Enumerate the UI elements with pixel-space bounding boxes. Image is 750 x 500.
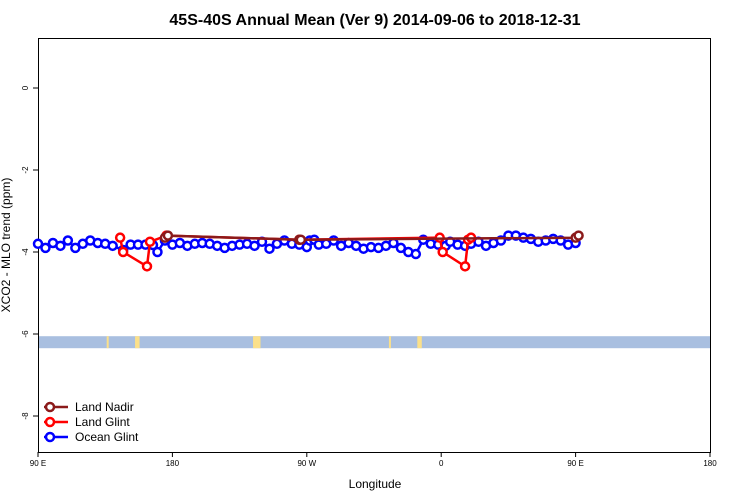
legend-label: Ocean Glint [75, 430, 139, 444]
data-point [70, 242, 81, 254]
data-point [410, 248, 422, 260]
y-tick-label: -6 [21, 330, 30, 338]
x-tick-label: 180 [703, 459, 717, 468]
x-tick-label: 90 E [30, 459, 46, 468]
legend-item: Ocean Glint [44, 430, 139, 444]
legend-label: Land Glint [75, 415, 130, 429]
data-point [32, 238, 44, 250]
land-segment [135, 336, 140, 349]
data-point [573, 230, 584, 241]
data-point [55, 240, 66, 252]
data-point [141, 261, 153, 272]
land-segment [253, 336, 261, 349]
x-axis: 90 E 180 90 W 0 90 E 180 [30, 452, 717, 468]
x-tick-label: 90 E [567, 459, 583, 468]
y-axis-label: XCO2 - MLO trend (ppm) [0, 178, 13, 313]
legend-item: Land Glint [44, 415, 130, 429]
legend-marker [44, 416, 56, 428]
x-tick-label: 90 W [297, 459, 316, 468]
data-point [144, 236, 156, 247]
y-tick-label: -8 [21, 412, 30, 420]
land-segment [388, 336, 391, 349]
data-point [395, 242, 407, 254]
data-point [117, 246, 129, 258]
chart-title: 45S-40S Annual Mean (Ver 9) 2014-09-06 t… [169, 12, 580, 29]
data-point [459, 261, 471, 272]
x-tick-label: 0 [439, 459, 444, 468]
legend-marker [44, 431, 56, 443]
data-point [162, 230, 174, 241]
legend-item: Land Nadir [44, 400, 134, 414]
legend-marker [44, 401, 56, 413]
data-point [249, 240, 260, 252]
y-axis: 0 -2 -4 -6 -8 [21, 85, 38, 420]
y-tick-label: -4 [21, 248, 30, 256]
land-segment [106, 336, 109, 349]
land-band [39, 336, 710, 349]
legend-label: Land Nadir [75, 400, 134, 414]
data-point [264, 243, 275, 254]
series-layer [32, 230, 584, 272]
y-tick-label: -2 [21, 166, 30, 174]
series-land-nadir [159, 230, 584, 245]
data-point [107, 240, 118, 252]
y-tick-label: 0 [21, 85, 30, 90]
data-point [437, 246, 448, 258]
data-point [114, 232, 126, 243]
data-point [62, 235, 74, 246]
data-point [152, 246, 163, 258]
data-point [295, 234, 307, 245]
x-axis-label: Longitude [349, 477, 402, 491]
sea-band [39, 336, 710, 349]
x-tick-label: 180 [166, 459, 180, 468]
land-segment [417, 336, 422, 349]
data-point [40, 242, 51, 254]
